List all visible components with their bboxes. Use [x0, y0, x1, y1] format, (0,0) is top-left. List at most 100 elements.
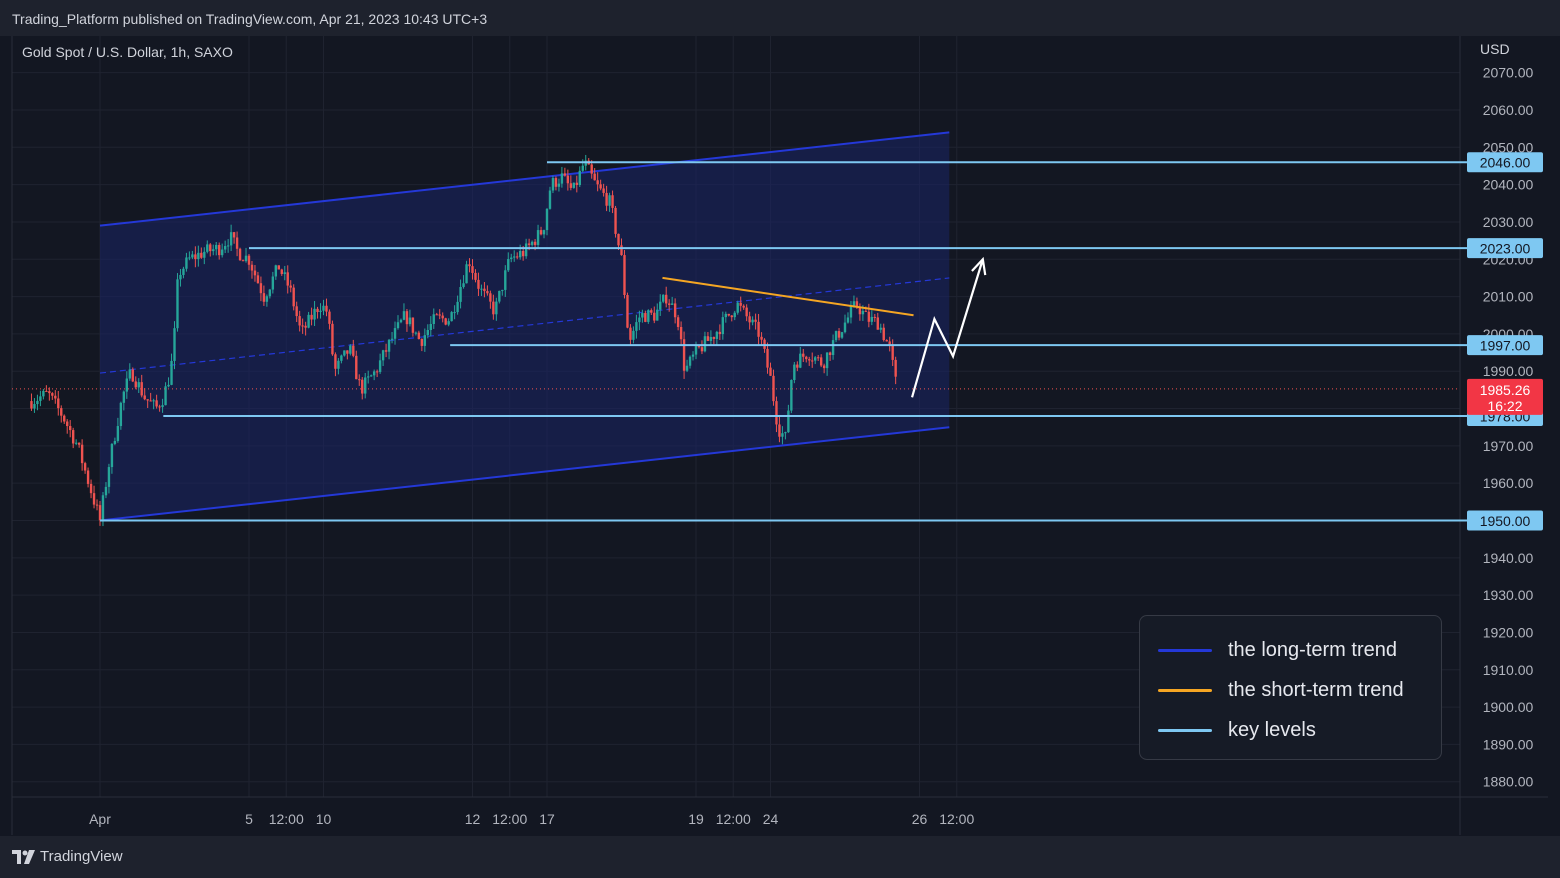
candle-body [367, 376, 370, 378]
candle-body [161, 405, 164, 408]
candle-body [241, 260, 245, 262]
candle-body [828, 352, 832, 356]
candle-body [539, 230, 543, 235]
candle-body [191, 254, 194, 258]
candle-body [521, 250, 525, 257]
candle-body [757, 321, 760, 337]
candle-body [113, 440, 117, 444]
candle-body [54, 395, 57, 399]
candle-body [137, 382, 140, 388]
candle-body [36, 400, 39, 405]
candle-body [110, 443, 114, 468]
candle-body [426, 330, 429, 336]
candle-body [381, 350, 385, 361]
price-tick-label: 1910.00 [1483, 662, 1534, 678]
candle-body [304, 325, 307, 328]
candle-body [119, 402, 123, 427]
candle-body [378, 360, 382, 372]
candle-body [489, 293, 492, 302]
candle-body [793, 364, 796, 380]
candle-body [581, 165, 584, 171]
candle-body [831, 340, 835, 356]
candle-body [676, 317, 680, 327]
candle-body [229, 232, 233, 246]
candle-body [325, 305, 328, 312]
candle-body [256, 275, 260, 284]
candle-body [703, 336, 707, 352]
tradingview-brand-label: TradingView [40, 848, 123, 865]
candle-body [796, 364, 799, 368]
candle-body [775, 401, 778, 425]
candle-body [843, 322, 847, 333]
candle-body [766, 348, 769, 368]
candle-body [435, 314, 438, 316]
candle-body [656, 309, 659, 321]
candle-body [203, 251, 206, 258]
candle-body [51, 393, 54, 396]
symbol-title[interactable]: Gold Spot / U.S. Dollar, 1h, SAXO [22, 44, 233, 60]
candle-body [173, 328, 176, 361]
legend-item-long-term: the long-term trend [1158, 638, 1397, 662]
price-tick-label: 1940.00 [1483, 550, 1534, 566]
candle-body [405, 311, 409, 325]
candle-body [244, 255, 248, 262]
candle-body [83, 463, 87, 471]
candle-body [167, 384, 170, 387]
projection-arrowhead [971, 256, 987, 276]
candle-body [164, 386, 167, 406]
candle-body [840, 332, 844, 338]
tradingview-brand[interactable]: TradingView [12, 848, 123, 865]
candle-body [516, 256, 519, 258]
candle-body [295, 306, 298, 317]
candle-body [480, 288, 483, 290]
candle-body [408, 317, 412, 325]
candle-body [95, 504, 99, 506]
candle-body [706, 336, 710, 341]
candle-body [384, 350, 388, 352]
candle-body [402, 311, 406, 320]
candle-body [712, 337, 716, 339]
time-tick-label: 12:00 [269, 811, 304, 827]
candle-body [429, 323, 432, 331]
candle-body [212, 249, 215, 252]
time-tick-label: 12:00 [716, 811, 751, 827]
candle-body [596, 180, 599, 185]
long-term-channel-mid [99, 277, 950, 374]
candle-body [527, 243, 531, 245]
candle-body [459, 286, 462, 302]
candle-body [155, 400, 158, 407]
price-tick-label: 1880.00 [1483, 774, 1534, 790]
candle-body [432, 314, 435, 324]
candle-body [611, 195, 614, 208]
candle-body [223, 246, 227, 250]
candle-body [438, 314, 441, 316]
key-level-badge-label: 2023.00 [1480, 241, 1531, 257]
candle-body [247, 255, 251, 265]
candle-body [349, 345, 352, 354]
candle-body [48, 391, 51, 394]
candle-body [69, 426, 72, 431]
time-tick-label: 5 [245, 811, 253, 827]
candle-body [811, 360, 814, 362]
price-tick-label: 1970.00 [1483, 438, 1534, 454]
candle-body [33, 404, 36, 409]
bottom-bar [0, 836, 1560, 878]
time-tick-label: 26 [912, 811, 928, 827]
candle-body [563, 173, 567, 176]
candle-body [635, 322, 638, 331]
candle-body [271, 276, 275, 290]
candle-body [185, 257, 188, 269]
candle-body [808, 359, 811, 361]
candle-body [885, 340, 888, 342]
candle-body [614, 207, 617, 234]
candle-body [536, 230, 540, 245]
candle-body [57, 398, 60, 409]
candle-body [518, 250, 522, 258]
price-tick-label: 2040.00 [1483, 177, 1534, 193]
candle-body [411, 317, 415, 333]
candle-body [77, 442, 81, 445]
candle-body [507, 259, 510, 271]
key-level-badge-label: 1950.00 [1480, 513, 1531, 529]
candle-body [870, 316, 874, 322]
